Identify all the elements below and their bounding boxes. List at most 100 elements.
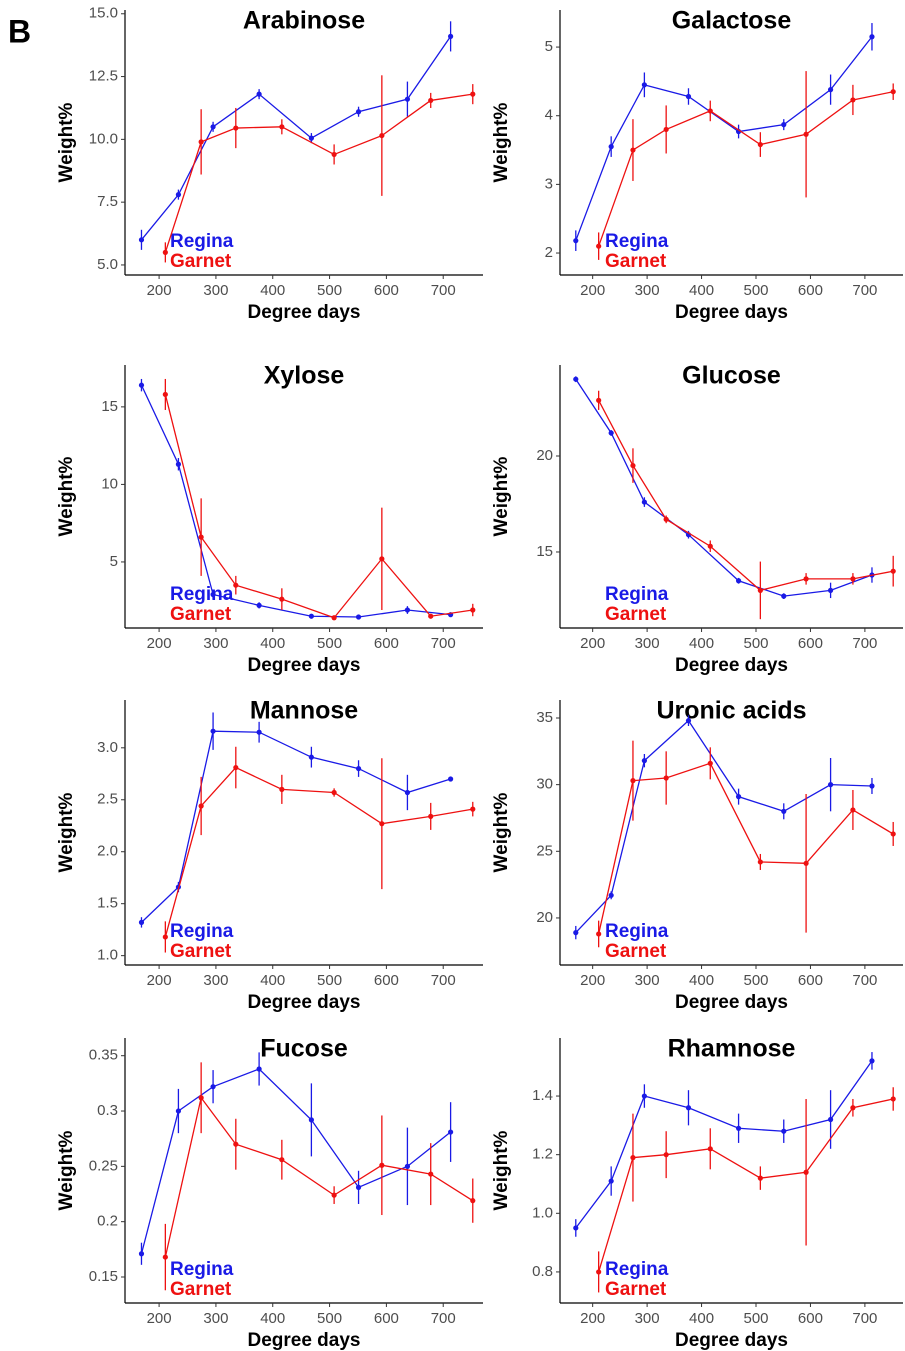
panel: 15 20 200 300 400 500 600 700 Glucose Degree days… xyxy=(491,362,903,676)
data-point xyxy=(850,1105,856,1111)
y-axis-label: Weight% xyxy=(56,102,77,182)
data-point xyxy=(827,587,834,593)
panel: 20 25 30 35 200 300 400 500 600 700 Uronic acids De… xyxy=(491,697,903,1013)
x-tick-label: 500 xyxy=(743,1310,768,1327)
x-tick-label: 700 xyxy=(431,635,456,652)
data-point xyxy=(428,813,434,819)
x-tick-label: 600 xyxy=(798,282,823,299)
data-point xyxy=(404,607,411,613)
data-point xyxy=(707,108,713,114)
data-point xyxy=(573,376,579,382)
y-tick-label: 4 xyxy=(545,107,553,124)
data-point xyxy=(404,96,411,102)
data-point xyxy=(890,1096,896,1102)
data-point xyxy=(256,602,262,608)
y-tick-label: 1.5 xyxy=(97,895,118,912)
legend-label: Garnet xyxy=(605,251,667,272)
y-axis-label: Weight% xyxy=(56,456,77,536)
data-point xyxy=(175,461,182,467)
x-tick-label: 700 xyxy=(431,282,456,299)
data-point xyxy=(162,1254,168,1260)
data-point xyxy=(210,1084,216,1090)
x-tick-label: 600 xyxy=(374,1310,399,1327)
panel: 2 3 4 5 200 300 400 500 600 700 Galactose Degree da… xyxy=(491,7,903,323)
y-tick-label: 1.4 xyxy=(532,1087,553,1104)
x-tick-label: 700 xyxy=(852,1310,877,1327)
x-tick-label: 300 xyxy=(635,635,660,652)
data-point xyxy=(138,382,145,388)
data-point xyxy=(175,192,182,198)
data-point xyxy=(869,783,875,789)
data-point xyxy=(850,576,856,582)
data-point xyxy=(850,807,856,813)
data-point xyxy=(448,1129,454,1135)
panel: 5.0 7.5 10.0 12.5 15.0 200 300 400 500 600 700 Arab… xyxy=(56,5,483,323)
x-tick-label: 200 xyxy=(147,635,172,652)
panel: 0.15 0.2 0.25 0.3 0.35 200 300 400 500 600 700 Fuco… xyxy=(56,1035,483,1351)
y-tick-label: 2.5 xyxy=(97,791,118,808)
series-line xyxy=(598,400,894,592)
data-point xyxy=(596,397,602,403)
data-point xyxy=(210,124,216,130)
x-tick-label: 600 xyxy=(798,1310,823,1327)
data-point xyxy=(233,1141,239,1147)
x-axis-label: Degree days xyxy=(247,302,360,323)
data-point xyxy=(641,499,647,505)
series-line xyxy=(164,93,473,253)
x-tick-label: 700 xyxy=(431,1310,456,1327)
x-tick-label: 700 xyxy=(431,972,456,989)
data-point xyxy=(827,782,834,788)
data-point xyxy=(608,1178,614,1184)
x-axis-label: Degree days xyxy=(675,1330,788,1351)
y-tick-label: 10 xyxy=(101,475,118,492)
data-point xyxy=(355,765,362,772)
data-point xyxy=(803,860,809,866)
x-tick-label: 400 xyxy=(260,972,285,989)
data-point xyxy=(781,122,787,128)
y-tick-label: 3 xyxy=(545,175,553,192)
y-tick-label: 5.0 xyxy=(97,256,118,273)
data-point xyxy=(757,1175,763,1181)
data-point xyxy=(331,151,337,158)
data-point xyxy=(331,789,337,796)
x-axis-label: Degree days xyxy=(247,655,360,676)
data-point xyxy=(781,808,787,814)
legend-label: Garnet xyxy=(170,941,232,962)
panel-label: B xyxy=(8,13,31,49)
data-point xyxy=(608,430,614,436)
data-point xyxy=(279,596,285,602)
x-tick-label: 300 xyxy=(203,972,228,989)
x-tick-label: 400 xyxy=(260,282,285,299)
y-tick-label: 0.2 xyxy=(97,1213,118,1230)
data-point xyxy=(641,1093,647,1099)
chart-title: Arabinose xyxy=(243,7,365,35)
x-tick-label: 200 xyxy=(580,282,605,299)
data-point xyxy=(630,778,636,784)
data-point xyxy=(355,614,362,620)
x-tick-label: 600 xyxy=(374,282,399,299)
legend-label: Regina xyxy=(170,584,234,605)
data-point xyxy=(256,91,262,97)
data-point xyxy=(138,237,145,243)
y-tick-label: 1.0 xyxy=(532,1204,553,1221)
x-tick-label: 400 xyxy=(689,1310,714,1327)
y-tick-label: 0.3 xyxy=(97,1102,118,1119)
y-tick-label: 25 xyxy=(536,842,553,859)
data-point xyxy=(210,591,216,598)
data-point xyxy=(735,578,742,584)
data-point xyxy=(757,587,763,593)
data-point xyxy=(404,1163,411,1169)
legend-label: Garnet xyxy=(605,604,667,625)
data-point xyxy=(175,1108,182,1114)
y-tick-label: 30 xyxy=(536,776,553,793)
x-tick-label: 200 xyxy=(147,1310,172,1327)
series-line xyxy=(140,36,452,241)
x-tick-label: 400 xyxy=(689,972,714,989)
data-point xyxy=(803,131,809,137)
data-point xyxy=(308,754,314,760)
data-point xyxy=(470,1198,476,1204)
y-axis-label: Weight% xyxy=(491,456,512,536)
y-tick-label: 0.15 xyxy=(89,1268,118,1285)
data-point xyxy=(663,1152,669,1158)
